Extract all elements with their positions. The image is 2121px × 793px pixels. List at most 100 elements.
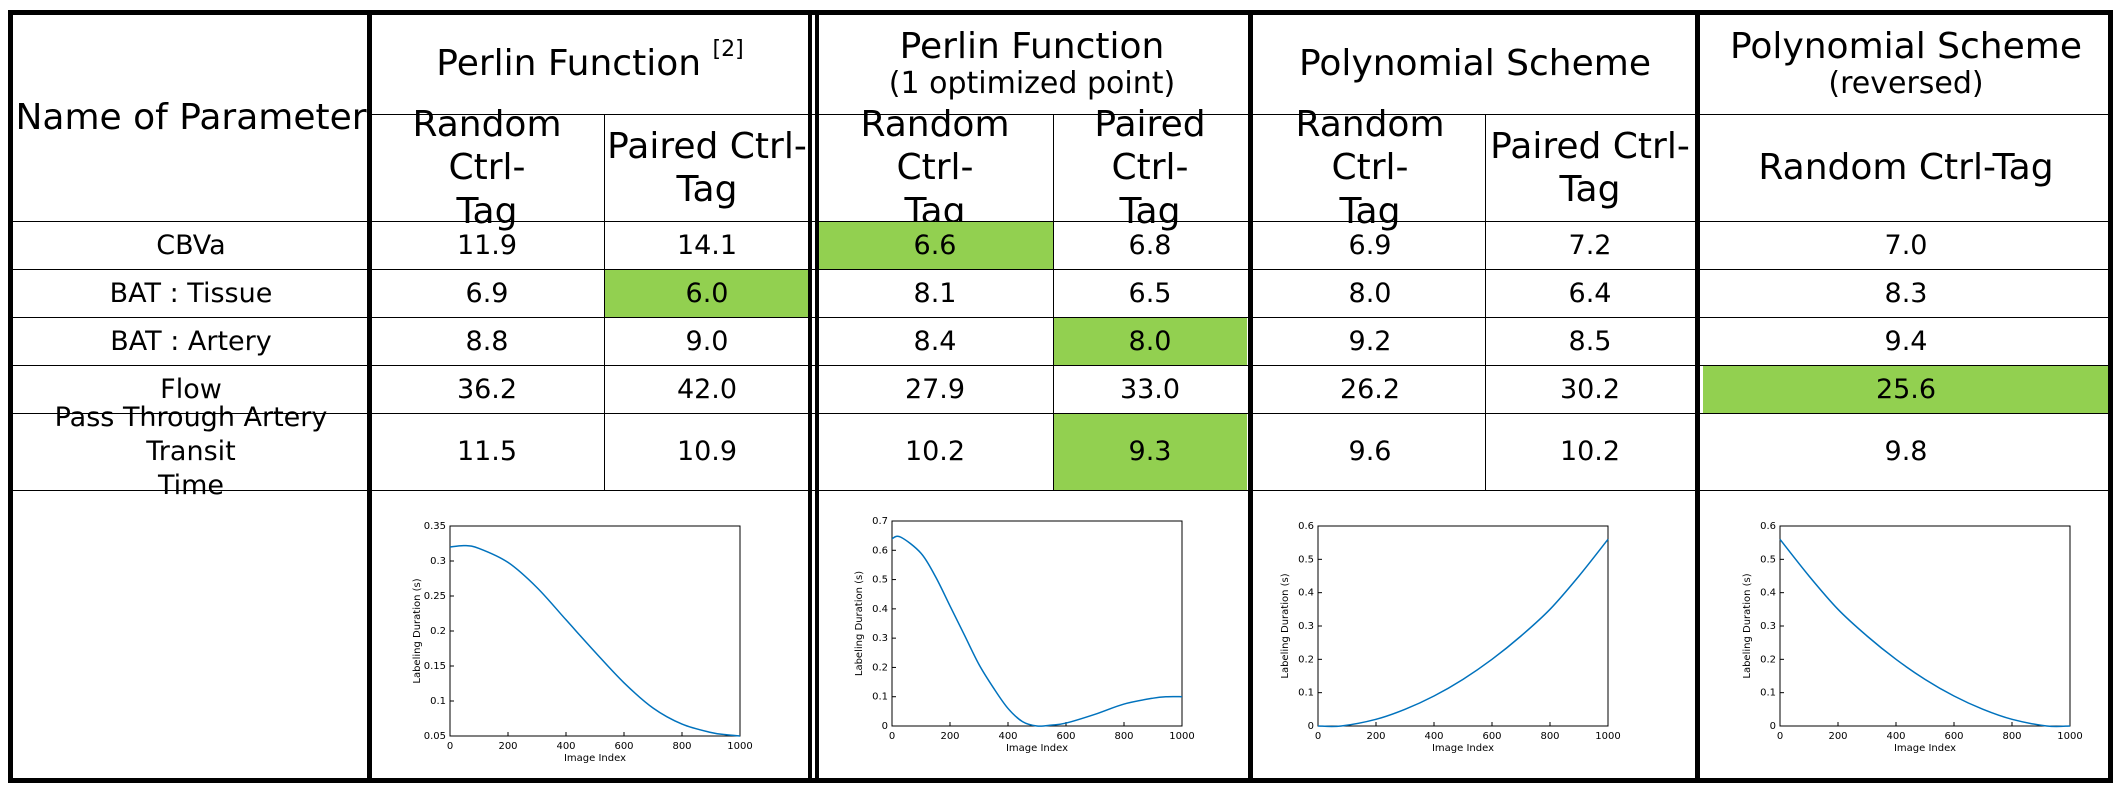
divider <box>1485 115 1486 490</box>
x-tick-label: 1000 <box>1595 731 1620 742</box>
x-tick-label: 400 <box>1886 731 1905 742</box>
y-tick-label: 0.4 <box>1760 588 1776 599</box>
divider <box>370 114 2109 115</box>
group-title: Polynomial Scheme <box>1298 43 1651 85</box>
value-cell: 14.1 <box>676 229 738 261</box>
border <box>815 10 819 783</box>
border <box>808 10 812 783</box>
value-cell: 42.0 <box>676 373 738 405</box>
x-tick-label: 200 <box>498 741 517 752</box>
value-cell: 7.0 <box>1884 229 1928 261</box>
value-cell: 25.6 <box>1703 366 2109 413</box>
value-cell: 8.8 <box>465 325 509 357</box>
chart-poly-rev: 0 200 400 600 800 1000 0 0.1 0.2 0.3 0.4 0.5 0.6 Imag… <box>1730 510 2090 774</box>
y-tick-label: 0.15 <box>424 661 446 672</box>
x-axis-label: Image Index <box>1432 743 1494 754</box>
y-tick-label: 0.35 <box>424 521 446 532</box>
x-tick-label: 800 <box>1540 731 1559 742</box>
x-tick-label: 0 <box>447 741 453 752</box>
plot-frame <box>1779 525 2071 727</box>
x-tick-label: 800 <box>1114 731 1133 742</box>
group-subtitle: (reversed) <box>1828 66 1984 102</box>
value-cell: 8.4 <box>913 325 957 357</box>
row-label: BAT : Artery <box>110 325 272 357</box>
value-cell: 26.2 <box>1339 373 1401 405</box>
x-tick-label: 400 <box>998 731 1017 742</box>
value-cell: 9.3 <box>1053 414 1247 490</box>
y-tick-label: 0.5 <box>1298 554 1314 565</box>
row-label: Flow <box>160 373 222 405</box>
value-cell: 6.9 <box>465 277 509 309</box>
chart-perlin: 0 200 400 600 800 1000 0.05 0.1 0.15 0.2 0.25 0.3 0.… <box>400 510 760 774</box>
subheader-random: Random Ctrl- Tag <box>412 104 562 232</box>
border <box>8 778 2113 783</box>
value-cell: 11.9 <box>456 229 518 261</box>
chart-svg: 0 200 400 600 800 1000 0 0.1 0.2 0.3 0.4 0.5 0.6 0.7 I… <box>854 516 1195 754</box>
y-tick-label: 0.7 <box>872 516 888 527</box>
divider <box>12 413 2109 414</box>
divider <box>12 365 2109 366</box>
chart-poly: 0 200 400 600 800 1000 0 0.1 0.2 0.3 0.4 0.5 0.6 Imag… <box>1268 510 1628 774</box>
y-tick-label: 0.05 <box>424 731 446 742</box>
y-tick-label: 0 <box>1308 721 1314 732</box>
value-cell: 10.9 <box>676 436 738 468</box>
y-tick-label: 0.6 <box>1760 521 1776 532</box>
subheader-random: Random Ctrl- Tag <box>1295 104 1445 232</box>
x-tick-label: 600 <box>1482 731 1501 742</box>
x-tick-label: 400 <box>1424 731 1443 742</box>
value-cell: 11.5 <box>456 436 518 468</box>
y-tick-label: 0.3 <box>872 633 888 644</box>
value-cell: 8.1 <box>913 277 957 309</box>
y-tick-label: 0.1 <box>430 696 446 707</box>
border <box>367 10 372 783</box>
x-tick-label: 600 <box>1056 731 1075 742</box>
param-col-header: Name of Parameter <box>15 97 367 139</box>
y-tick-label: 0.3 <box>1298 621 1314 632</box>
y-axis-label: Labeling Duration (s) <box>412 578 423 683</box>
y-axis-label: Labeling Duration (s) <box>854 571 865 676</box>
x-tick-label: 600 <box>614 741 633 752</box>
divider <box>12 269 2109 270</box>
chart-svg: 0 200 400 600 800 1000 0 0.1 0.2 0.3 0.4 0.5 0.6 Imag… <box>1280 521 1621 754</box>
group-header-poly: Polynomial Scheme <box>1255 14 1695 114</box>
x-tick-label: 1000 <box>2057 731 2082 742</box>
value-cell: 6.9 <box>1348 229 1392 261</box>
value-cell: 30.2 <box>1559 373 1621 405</box>
row-label: BAT : Tissue <box>109 277 273 309</box>
value-cell: 6.0 <box>604 270 810 317</box>
y-tick-label: 0 <box>1770 721 1776 732</box>
value-cell: 27.9 <box>904 373 966 405</box>
series-line <box>1317 538 1609 728</box>
chart-svg: 0 200 400 600 800 1000 0 0.1 0.2 0.3 0.4 0.5 0.6 Imag… <box>1742 521 2083 754</box>
subheader-paired: Paired Ctrl- Tag <box>1094 104 1206 232</box>
subheader-random-single: Random Ctrl-Tag <box>1758 147 2054 189</box>
subheader-paired: Paired Ctrl- Tag <box>607 125 807 210</box>
y-tick-label: 0.3 <box>1760 621 1776 632</box>
row-label: CBVa <box>156 229 226 261</box>
border <box>2108 10 2113 783</box>
group-title: Polynomial Scheme <box>1729 26 2082 68</box>
y-tick-label: 0.2 <box>872 662 888 673</box>
y-tick-label: 0.1 <box>1760 688 1776 699</box>
x-tick-label: 1000 <box>1169 731 1194 742</box>
x-tick-label: 0 <box>889 731 895 742</box>
value-cell: 10.2 <box>1559 436 1621 468</box>
plot-frame <box>449 525 741 737</box>
x-axis-label: Image Index <box>564 753 626 764</box>
value-cell: 8.0 <box>1053 318 1247 365</box>
y-tick-label: 0.5 <box>1760 554 1776 565</box>
value-cell: 9.2 <box>1348 325 1392 357</box>
x-axis-label: Image Index <box>1006 743 1068 754</box>
y-tick-label: 0.4 <box>1298 588 1314 599</box>
y-axis-label: Labeling Duration (s) <box>1280 573 1291 678</box>
group-subtitle: (1 optimized point) <box>888 66 1176 102</box>
divider <box>1053 115 1054 490</box>
x-tick-label: 0 <box>1315 731 1321 742</box>
group-header-poly-rev: Polynomial Scheme (reversed) <box>1703 14 2109 114</box>
border <box>8 10 13 783</box>
group-header-perlin: Perlin Function [2] <box>370 14 810 114</box>
y-tick-label: 0.5 <box>872 575 888 586</box>
y-tick-label: 0.25 <box>424 591 446 602</box>
x-tick-label: 200 <box>1828 731 1847 742</box>
